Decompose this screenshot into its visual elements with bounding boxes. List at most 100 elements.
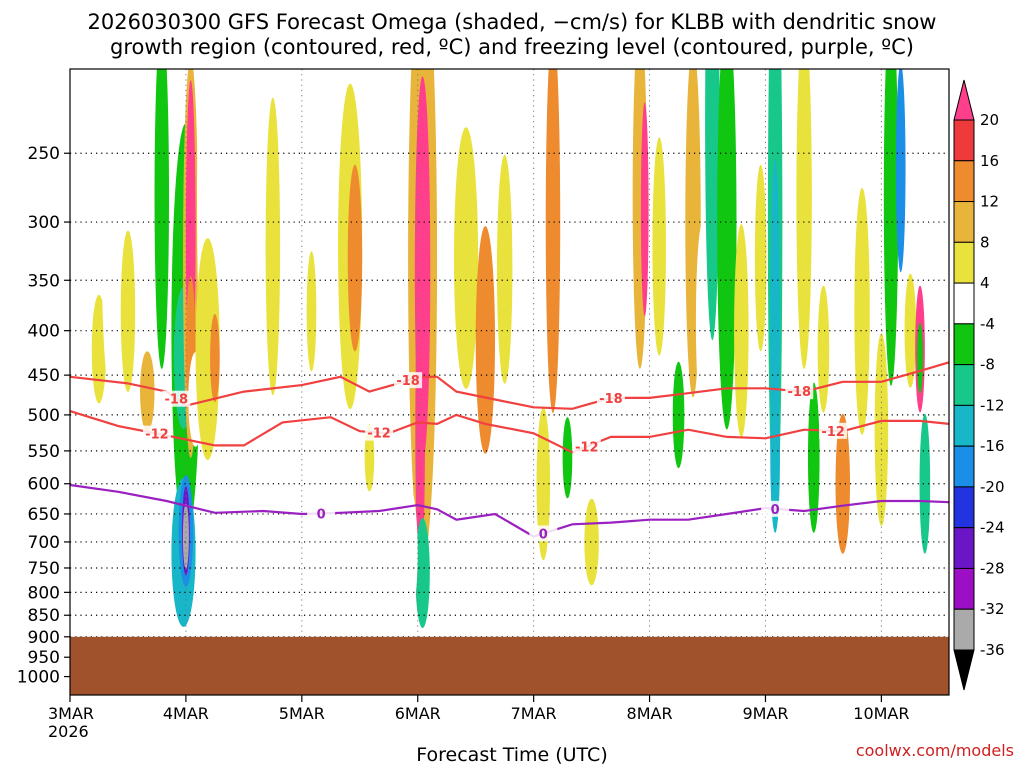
omega-blob	[545, 69, 561, 413]
omega-blob	[652, 137, 666, 356]
omega-blob	[439, 357, 454, 517]
y-tick-label: 400	[28, 322, 60, 342]
contour-label: -18	[599, 392, 623, 407]
colorbar-swatch	[953, 567, 975, 610]
colorbar-label: -36	[980, 641, 1005, 659]
contour-label-bg	[365, 424, 394, 441]
omega-blob	[210, 313, 220, 403]
contour-label-bg	[529, 525, 558, 542]
x-tick-label: 3MAR	[48, 704, 94, 723]
contour-label-bg	[596, 389, 625, 406]
y-tick-label: 450	[28, 366, 60, 386]
omega-blob	[895, 69, 906, 273]
colorbar-swatch	[953, 160, 975, 203]
contour-line	[70, 410, 949, 454]
contour-label: -18	[396, 374, 420, 389]
x-tick-label: 6MAR	[395, 704, 441, 723]
omega-blob	[415, 517, 430, 629]
colorbar: 20 16 12 8 4 -4 -8 -12 -16 -20 -24 -28 -32 -36	[953, 79, 1005, 691]
omega-blob	[576, 247, 588, 451]
omega-blob	[562, 417, 573, 499]
colorbar-swatch	[953, 201, 975, 243]
omega-blob	[917, 322, 924, 394]
contour-line	[70, 483, 949, 538]
colorbar-swatch	[953, 364, 975, 406]
omega-blob	[817, 285, 830, 413]
contour-label-bg	[819, 422, 848, 439]
y-tick-label: 750	[28, 559, 60, 579]
omega-blob	[496, 154, 513, 384]
omega-blob	[347, 164, 363, 352]
y-tick-label: 350	[28, 271, 60, 291]
omega-blob	[388, 196, 399, 406]
omega-blob	[364, 423, 375, 492]
omega-blob	[106, 417, 121, 499]
colorbar-label: -4	[980, 315, 995, 333]
contour-label: -12	[575, 441, 599, 456]
colorbar-swatch	[953, 445, 975, 488]
y-tick-label: 550	[28, 442, 60, 462]
omega-blob	[695, 222, 710, 421]
colorbar-label: -8	[980, 356, 995, 374]
y-tick-label: 850	[28, 606, 60, 626]
y-tick-label: 1000	[17, 668, 60, 688]
omega-blob	[854, 187, 870, 435]
omega-blob	[919, 413, 931, 554]
omega-blob	[883, 69, 899, 386]
x-tick-label: 8MAR	[627, 704, 673, 723]
omega-blob	[929, 578, 940, 625]
contour-label: 0	[771, 503, 780, 518]
omega-blob	[807, 382, 820, 533]
plot-frame	[69, 68, 950, 696]
colorbar-swatch	[953, 527, 975, 569]
omega-blob	[754, 164, 767, 352]
contour-label-bg	[307, 505, 336, 522]
colorbar-label: -28	[980, 559, 1005, 577]
x-tick-label: 4MAR	[163, 704, 209, 723]
x-tick-sublabel: 2026	[48, 722, 89, 741]
y-tick-label: 650	[28, 505, 60, 525]
x-tick-label: 7MAR	[511, 704, 557, 723]
omega-blob	[519, 69, 529, 382]
omega-blob	[453, 127, 479, 389]
colorbar-label: -24	[980, 519, 1005, 537]
ground-below-surface	[70, 636, 949, 695]
omega-blob	[584, 498, 599, 586]
omega-blob	[77, 69, 92, 458]
omega-blob	[371, 69, 387, 262]
omega-blob	[904, 273, 917, 388]
contour-label: -12	[367, 427, 391, 442]
omega-blob	[796, 69, 812, 369]
omega-blob	[717, 69, 737, 430]
colorbar-label: -20	[980, 478, 1005, 496]
omega-blob	[226, 333, 242, 433]
credit-link[interactable]: coolwx.com/models	[855, 741, 1014, 760]
omega-blob	[835, 413, 850, 554]
contour-label-bg	[394, 372, 423, 389]
omega-blob	[247, 240, 260, 382]
omega-blob	[182, 503, 189, 570]
y-tick-label: 700	[28, 533, 60, 553]
omega-blob	[603, 198, 619, 424]
colorbar-label: -12	[980, 396, 1005, 414]
omega-shading	[77, 69, 945, 629]
contour-label-bg	[572, 438, 601, 455]
contour-label-bg	[142, 425, 171, 442]
colorbar-swatch	[953, 282, 975, 325]
omega-blob	[503, 461, 516, 567]
omega-blob	[159, 403, 174, 512]
omega-blob	[154, 69, 170, 369]
contour-label: -12	[145, 428, 169, 443]
y-tick-label: 300	[28, 213, 60, 233]
y-tick-label: 500	[28, 406, 60, 426]
colorbar-label: 16	[980, 152, 999, 170]
omega-blob	[874, 333, 889, 527]
omega-blob	[120, 230, 136, 392]
ground-fill	[70, 636, 949, 695]
omega-blob	[140, 351, 155, 432]
y-tick-label: 250	[28, 144, 60, 164]
colorbar-swatch	[953, 119, 975, 162]
x-tick-label: 10MAR	[853, 704, 909, 723]
